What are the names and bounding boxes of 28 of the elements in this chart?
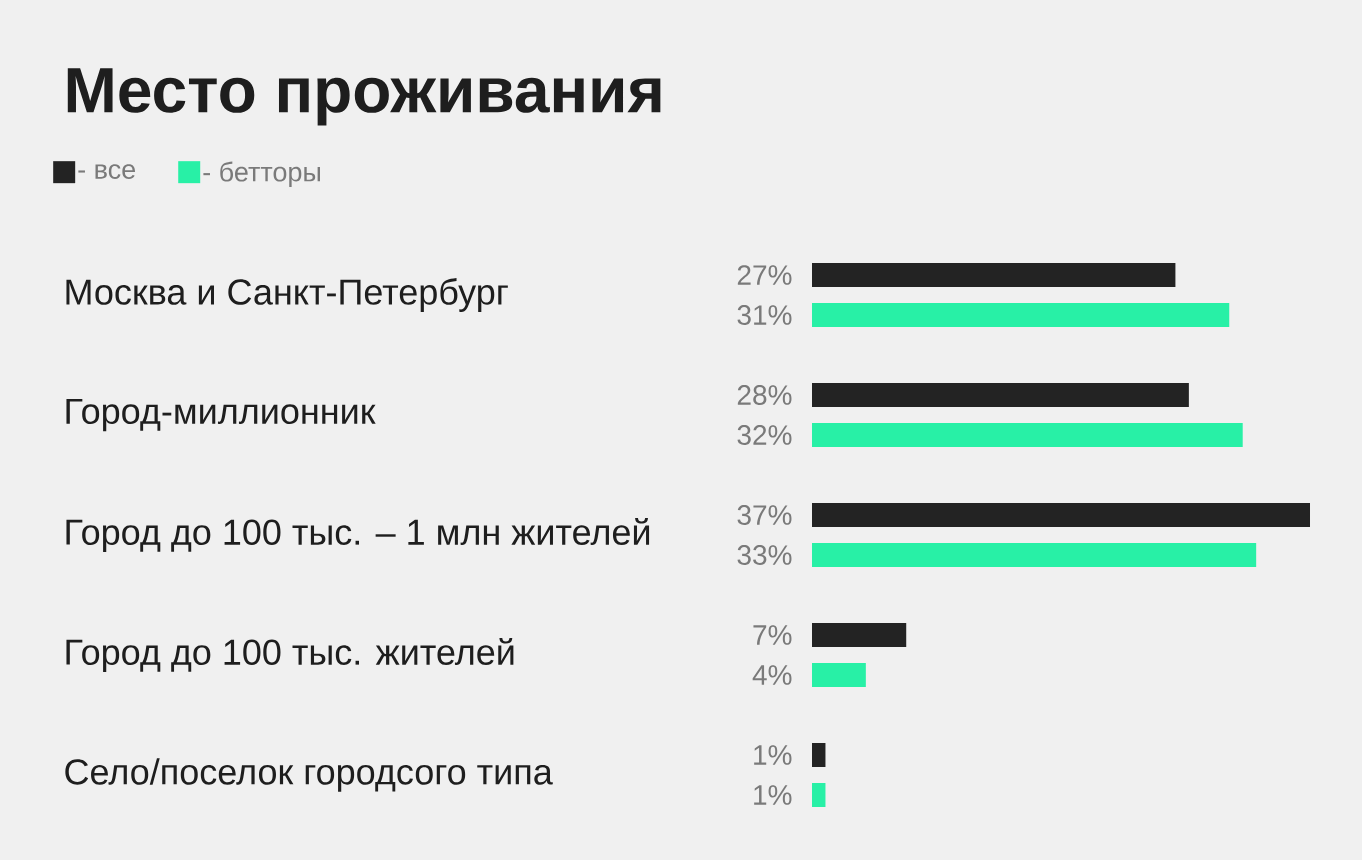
- y-tick-label: Село/поселок городсого типа: [65, 758, 553, 792]
- legend-label: - бетторы: [203, 161, 320, 187]
- bar: [812, 423, 1243, 447]
- bar: [812, 663, 866, 688]
- chart-title: Место проживания: [67, 68, 661, 126]
- legend-label: - все: [78, 164, 136, 179]
- bar: [812, 623, 907, 647]
- bar: [812, 263, 1176, 287]
- data-label: 37%: [737, 505, 792, 525]
- y-tick-label: Город до 100 тыс. жителей: [66, 637, 514, 673]
- data-label: 27%: [737, 265, 792, 285]
- data-label: 1%: [754, 785, 792, 805]
- data-label: 33%: [737, 545, 792, 565]
- bar: [812, 783, 826, 808]
- data-label: 28%: [737, 385, 792, 405]
- bar: [812, 383, 1189, 407]
- data-label: 7%: [753, 625, 792, 645]
- data-label: 4%: [752, 665, 792, 685]
- data-label: 32%: [737, 425, 792, 445]
- data-label: 1%: [754, 745, 792, 765]
- bar: [812, 743, 826, 768]
- y-tick-label: Город до 100 тыс. – 1 млн жителей: [66, 517, 650, 553]
- y-tick-label: Москва и Санкт-Петербург: [66, 278, 508, 312]
- y-tick-label: Город-миллионник: [66, 398, 376, 432]
- bar: [812, 303, 1230, 327]
- bar: [812, 543, 1257, 567]
- data-label: 31%: [737, 305, 792, 325]
- bar: [812, 503, 1310, 527]
